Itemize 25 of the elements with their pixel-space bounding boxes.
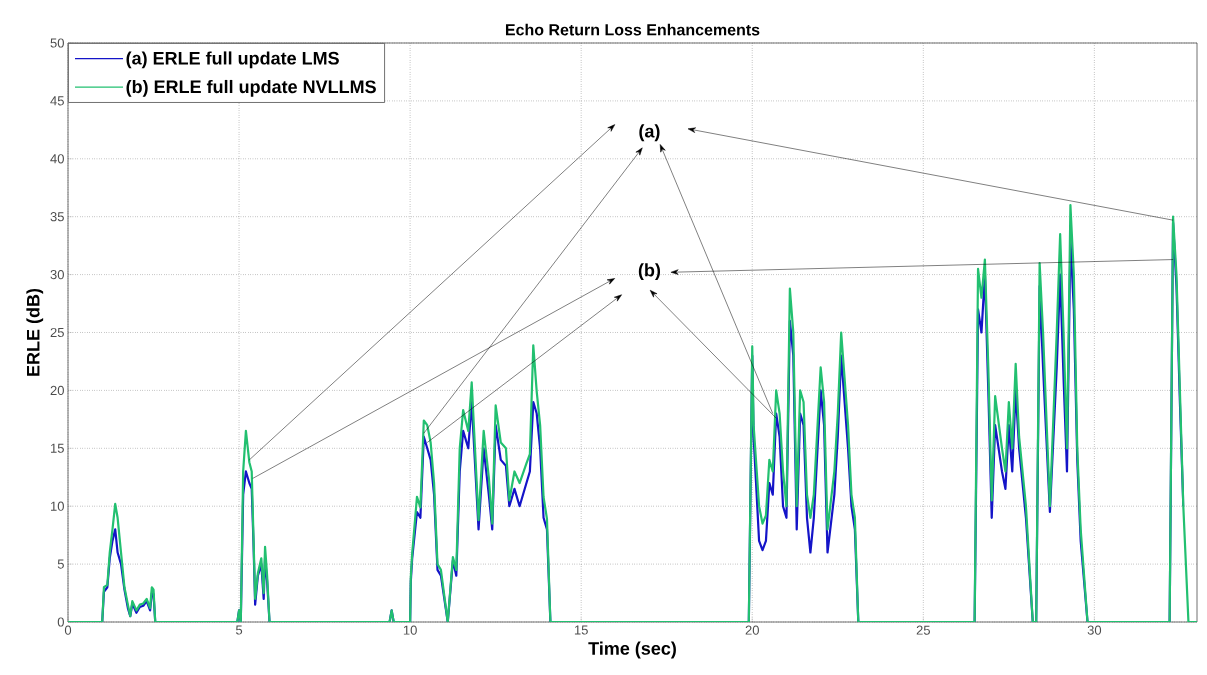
annotation: (a) <box>639 124 660 142</box>
y-tick-label: 25 <box>50 327 64 338</box>
y-tick-label: 0 <box>57 617 64 627</box>
x-tick-label: 20 <box>745 625 759 635</box>
y-tick-label: 50 <box>50 38 64 48</box>
y-tick-label: 40 <box>50 154 64 164</box>
x-tick-label: 25 <box>916 625 930 635</box>
x-tick-label: 5 <box>235 625 243 635</box>
x-tick-label: 30 <box>1087 625 1102 635</box>
y-tick-label: 35 <box>50 212 64 222</box>
legend-label: (a) ERLE full update LMS <box>126 51 339 69</box>
x-tick-label: 0 <box>64 625 72 635</box>
annotation: (b) <box>638 263 661 281</box>
y-tick-label: 15 <box>51 443 64 453</box>
y-tick-label: 5 <box>57 559 64 569</box>
y-tick-label: 10 <box>51 501 64 511</box>
legend-label: (b) ERLE full update NVLLMS <box>126 79 376 97</box>
y-tick-label: 45 <box>50 96 64 106</box>
y-axis-title: ERLE (dB) <box>26 288 44 376</box>
chart-title: Echo Return Loss Enhancements <box>505 23 760 36</box>
x-axis-title: Time (sec) <box>588 641 676 659</box>
x-tick-label: 10 <box>403 625 417 635</box>
y-tick-label: 30 <box>50 269 64 280</box>
y-tick-label: 20 <box>50 385 64 395</box>
x-tick-label: 15 <box>574 625 588 635</box>
